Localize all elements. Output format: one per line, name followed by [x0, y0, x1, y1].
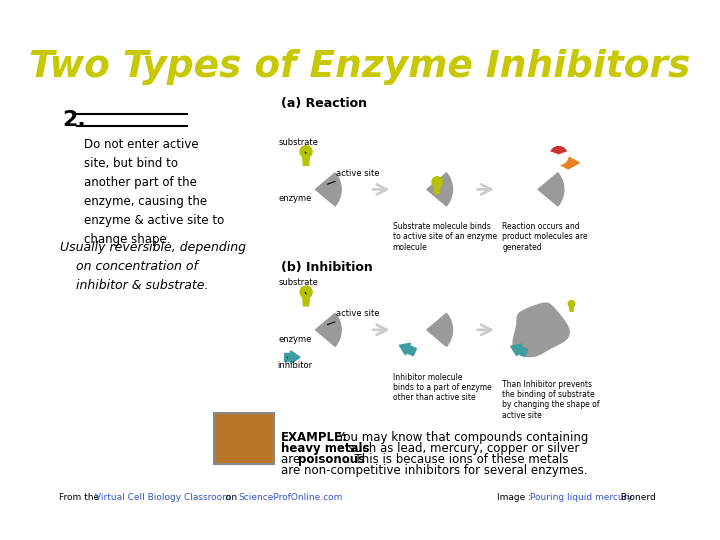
Text: Reaction occurs and
product molecules are
generated: Reaction occurs and product molecules ar…: [502, 222, 588, 252]
Text: Pouring liquid mercury: Pouring liquid mercury: [530, 494, 632, 502]
Text: enzyme: enzyme: [279, 194, 312, 204]
Text: substrate: substrate: [279, 138, 318, 153]
FancyArrow shape: [510, 344, 528, 356]
Wedge shape: [549, 152, 568, 165]
Wedge shape: [315, 173, 341, 206]
Text: EXAMPLE:: EXAMPLE:: [282, 431, 348, 444]
Text: on: on: [223, 494, 240, 502]
Circle shape: [568, 301, 575, 307]
Text: substrate: substrate: [279, 278, 318, 294]
Text: are non-competitive inhibitors for several enzymes.: are non-competitive inhibitors for sever…: [282, 464, 588, 477]
Text: . This is because ions of these metals: . This is because ions of these metals: [347, 453, 569, 466]
Polygon shape: [513, 303, 570, 356]
Wedge shape: [427, 313, 452, 346]
Text: inhibitor: inhibitor: [277, 357, 312, 369]
Circle shape: [550, 146, 567, 164]
Text: Substrate molecule binds
to active site of an enzyme
molecule: Substrate molecule binds to active site …: [392, 222, 497, 252]
Text: are: are: [282, 453, 305, 466]
Wedge shape: [427, 173, 452, 206]
Text: From the: From the: [58, 494, 104, 502]
Text: Do not enter active
site, but bind to
another part of the
enzyme, causing the
en: Do not enter active site, but bind to an…: [84, 138, 225, 246]
FancyArrow shape: [284, 351, 300, 363]
Text: active site: active site: [328, 168, 379, 184]
FancyBboxPatch shape: [214, 413, 274, 464]
Text: ScienceProfOnline.com: ScienceProfOnline.com: [238, 494, 343, 502]
Text: 2.: 2.: [62, 110, 86, 130]
Text: Inhibitor molecule
binds to a part of enzyme
other than active site: Inhibitor molecule binds to a part of en…: [392, 373, 491, 402]
Text: Than Inhibitor prevents
the binding of substrate
by changing the shape of
active: Than Inhibitor prevents the binding of s…: [502, 380, 600, 420]
Polygon shape: [570, 306, 573, 312]
Circle shape: [432, 177, 442, 187]
Circle shape: [300, 286, 312, 298]
Text: You may know that compounds containing: You may know that compounds containing: [334, 431, 589, 444]
Wedge shape: [538, 173, 564, 206]
Text: Virtual Cell Biology Classroom: Virtual Cell Biology Classroom: [94, 494, 230, 502]
Text: active site: active site: [328, 309, 379, 325]
Text: (a) Reaction: (a) Reaction: [282, 97, 367, 110]
Text: Bionerd: Bionerd: [615, 494, 656, 502]
Polygon shape: [434, 185, 440, 193]
Text: Image :: Image :: [497, 494, 534, 502]
Wedge shape: [315, 313, 341, 346]
FancyArrow shape: [400, 343, 416, 356]
Text: enzyme: enzyme: [279, 335, 312, 344]
Text: poisonous: poisonous: [298, 453, 365, 466]
Text: heavy metals: heavy metals: [282, 442, 369, 455]
Text: Usually reversible, depending
    on concentration of
    inhibitor & substrate.: Usually reversible, depending on concent…: [60, 241, 246, 292]
Polygon shape: [302, 295, 310, 306]
Polygon shape: [302, 155, 310, 165]
Polygon shape: [557, 157, 580, 169]
Text: (b) Inhibition: (b) Inhibition: [282, 261, 373, 274]
Text: Two Types of Enzyme Inhibitors: Two Types of Enzyme Inhibitors: [30, 49, 690, 85]
Circle shape: [300, 146, 312, 158]
Text: such as lead, mercury, copper or silver: such as lead, mercury, copper or silver: [345, 442, 579, 455]
